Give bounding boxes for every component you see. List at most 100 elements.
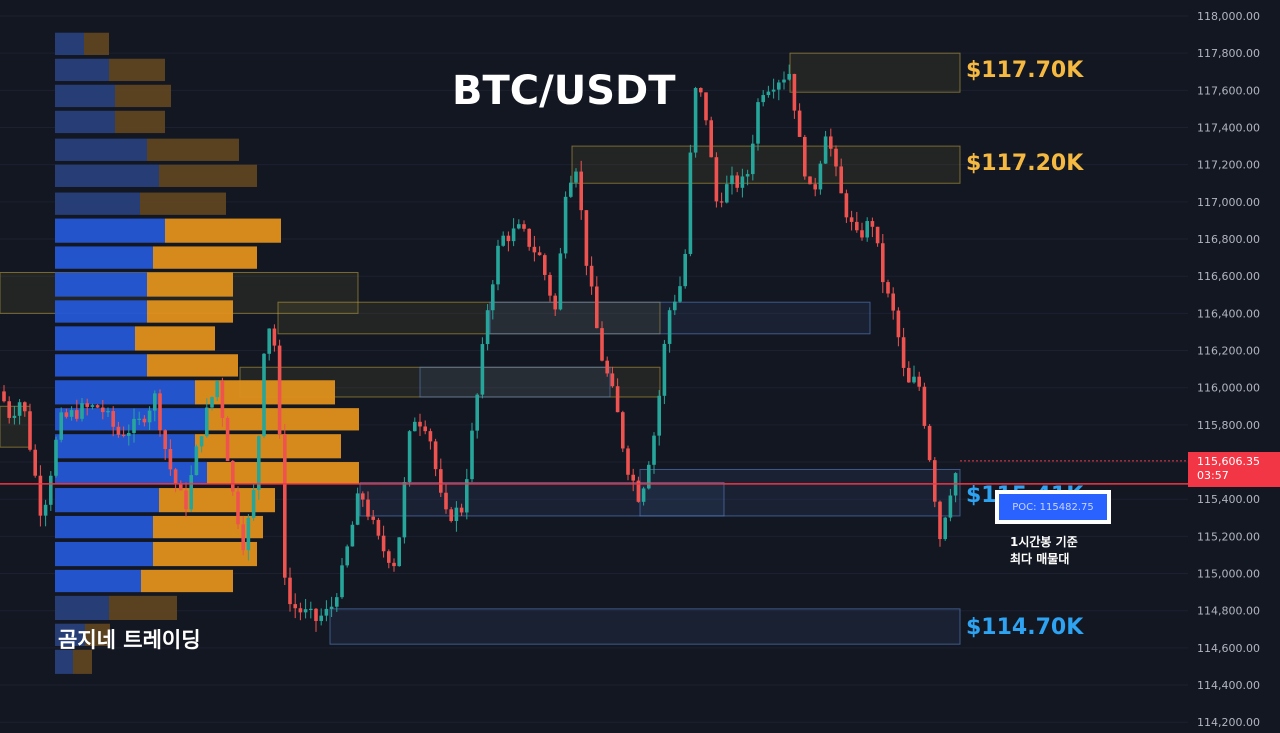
candle-body bbox=[231, 460, 235, 492]
profile-sell-bar bbox=[85, 623, 110, 647]
candle-body bbox=[106, 411, 110, 413]
demand-zone bbox=[639, 468, 961, 517]
profile-sell-bar bbox=[135, 326, 215, 351]
candle-body bbox=[33, 449, 37, 476]
candle-body bbox=[667, 310, 672, 344]
candle-body bbox=[704, 92, 708, 121]
candle-body bbox=[896, 310, 901, 338]
y-tick-label: 117,800.00 bbox=[1197, 47, 1260, 60]
candle-body bbox=[413, 421, 417, 432]
candle-body bbox=[745, 174, 750, 177]
candle-body bbox=[12, 415, 17, 418]
candle-body bbox=[865, 221, 869, 238]
profile-buy-bar bbox=[55, 138, 147, 161]
chart-title: BTC/USDT bbox=[452, 68, 676, 114]
poc-annotation: 1시간봉 기준 최다 매물대 bbox=[1010, 534, 1078, 568]
candle-body bbox=[147, 410, 152, 423]
supply-zone bbox=[0, 405, 31, 448]
candle-body bbox=[891, 293, 895, 311]
profile-buy-bar bbox=[55, 326, 135, 351]
candle-body bbox=[735, 175, 739, 188]
candle-body bbox=[818, 163, 823, 190]
candle-body bbox=[449, 509, 453, 522]
candle-body bbox=[314, 608, 318, 622]
candle-body bbox=[272, 328, 277, 346]
candle-body bbox=[678, 286, 682, 302]
candle-body bbox=[257, 436, 261, 491]
candle-body bbox=[938, 501, 942, 540]
demand-zone bbox=[489, 301, 871, 335]
candle-body bbox=[459, 507, 464, 513]
profile-sell-bar bbox=[159, 488, 275, 513]
candle-body bbox=[75, 410, 79, 419]
y-tick-label: 116,400.00 bbox=[1197, 307, 1260, 320]
candle-body bbox=[870, 221, 875, 227]
profile-buy-bar bbox=[55, 272, 147, 297]
profile-sell-bar bbox=[147, 300, 233, 323]
supply-zone bbox=[571, 145, 961, 184]
current-price-tag: 115,606.35 03:57 bbox=[1188, 452, 1280, 487]
candle-body bbox=[111, 411, 115, 427]
candle-body bbox=[418, 421, 422, 427]
candle-body bbox=[324, 608, 329, 616]
profile-buy-bar bbox=[55, 218, 165, 243]
candle-body bbox=[543, 255, 547, 275]
profile-sell-bar bbox=[207, 408, 359, 431]
candle-body bbox=[751, 143, 755, 175]
profile-buy-bar bbox=[55, 541, 153, 567]
candle-body bbox=[693, 88, 698, 153]
candle-body bbox=[589, 265, 594, 287]
candle-body bbox=[402, 482, 407, 538]
candle-body bbox=[59, 412, 63, 440]
candle-body bbox=[121, 434, 126, 437]
candle-body bbox=[127, 432, 131, 436]
candle-body bbox=[641, 488, 646, 502]
candle-body bbox=[631, 474, 635, 481]
candle-body bbox=[652, 435, 656, 465]
y-tick-label: 117,200.00 bbox=[1197, 159, 1260, 172]
candle-body bbox=[309, 608, 313, 610]
candle-body bbox=[922, 386, 927, 426]
y-tick-label: 117,000.00 bbox=[1197, 196, 1260, 209]
candle-body bbox=[808, 176, 812, 185]
candle-body bbox=[480, 344, 485, 395]
candle-body bbox=[553, 295, 557, 310]
candle-body bbox=[355, 493, 360, 525]
candle-body bbox=[491, 284, 495, 311]
profile-sell-bar bbox=[153, 515, 263, 539]
candle-body bbox=[725, 184, 729, 203]
candle-body bbox=[506, 235, 511, 242]
current-price-value: 115,606.35 bbox=[1197, 455, 1260, 468]
candle-body bbox=[366, 499, 370, 517]
candle-body bbox=[470, 430, 474, 480]
candle-body bbox=[839, 166, 843, 194]
candle-body bbox=[137, 418, 141, 420]
candle-body bbox=[688, 152, 693, 254]
candle-body bbox=[210, 397, 214, 408]
candle-body bbox=[563, 196, 568, 254]
profile-buy-bar bbox=[55, 434, 195, 459]
profile-sell-bar bbox=[109, 58, 165, 82]
candle-body bbox=[350, 524, 355, 547]
candle-body bbox=[251, 490, 256, 518]
candle-body bbox=[803, 136, 807, 177]
candle-body bbox=[90, 405, 95, 407]
candle-body bbox=[428, 431, 433, 442]
candle-body bbox=[792, 73, 797, 111]
candle-body bbox=[262, 353, 266, 437]
brand-watermark: 곰지네 트레이딩 bbox=[58, 628, 201, 652]
y-axis: 118,000.00 117,800.00 117,600.00 117,400.00… bbox=[1197, 10, 1260, 729]
candle-body bbox=[381, 535, 386, 552]
candle-body bbox=[823, 136, 828, 164]
candle-body bbox=[241, 524, 245, 551]
candle-body bbox=[132, 418, 136, 433]
candle-body bbox=[761, 95, 765, 103]
candle-body bbox=[439, 469, 443, 493]
candle-body bbox=[829, 136, 833, 149]
candle-body bbox=[927, 425, 932, 461]
candle-body bbox=[329, 606, 334, 609]
y-tick-label: 116,000.00 bbox=[1197, 382, 1260, 395]
candle-body bbox=[64, 412, 69, 417]
candle-body bbox=[813, 184, 817, 190]
